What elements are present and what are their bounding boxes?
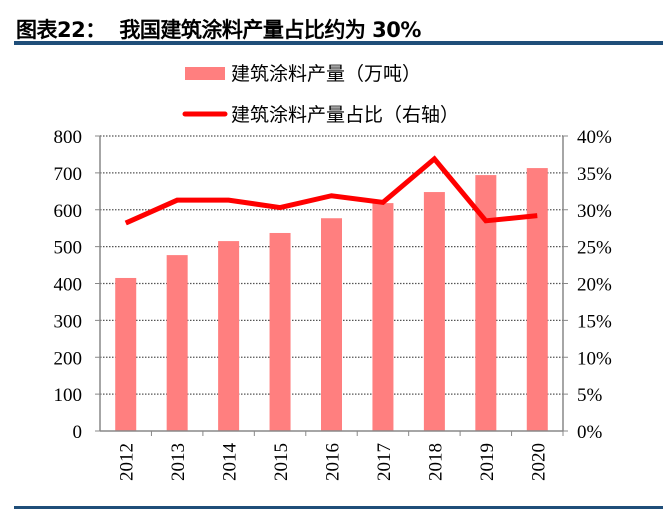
bar-2019 — [475, 175, 497, 431]
right-tick-label: 20% — [577, 275, 612, 296]
left-tick-label: 800 — [54, 127, 83, 148]
legend: 建筑涂料产量（万吨） 建筑涂料产量占比（右轴） — [182, 63, 459, 126]
x-tick-label: 2012 — [117, 443, 138, 481]
x-tick-label: 2013 — [168, 443, 189, 481]
bar-2020 — [526, 168, 548, 432]
right-tick-label: 10% — [577, 348, 612, 369]
x-tick-label: 2018 — [425, 443, 446, 481]
left-tick-label: 200 — [54, 348, 83, 369]
x-tick-label: 2020 — [528, 443, 549, 481]
legend-line-label: 建筑涂料产量占比（右轴） — [231, 104, 459, 126]
right-tick-label: 30% — [577, 201, 612, 222]
left-tick-label: 600 — [54, 201, 83, 222]
x-tick-label: 2019 — [477, 443, 498, 481]
bar-2012 — [115, 277, 137, 431]
right-tick-label: 5% — [577, 385, 603, 406]
legend-bar-swatch — [185, 67, 225, 80]
title-rule — [14, 41, 663, 45]
bar-2013 — [166, 255, 188, 431]
left-tick-label: 500 — [54, 238, 83, 259]
left-tick-label: 700 — [54, 164, 83, 185]
bar-2016 — [321, 218, 342, 431]
x-tick-label: 2017 — [374, 443, 395, 481]
x-tick-label: 2016 — [323, 443, 344, 481]
bar-2014 — [218, 241, 240, 431]
right-tick-label: 35% — [577, 164, 612, 185]
right-tick-label: 40% — [577, 127, 612, 148]
left-tick-label: 300 — [54, 311, 83, 332]
right-tick-label: 0% — [577, 422, 603, 443]
x-tick-label: 2015 — [271, 443, 292, 481]
bar-2017 — [372, 203, 394, 431]
left-tick-label: 0 — [73, 422, 83, 443]
right-tick-label: 25% — [577, 238, 612, 259]
x-tick-label: 2014 — [220, 443, 241, 482]
bar-2015 — [269, 232, 291, 431]
left-tick-label: 400 — [54, 275, 83, 296]
left-tick-label: 100 — [54, 385, 83, 406]
figure-title: 图表22： 我国建筑涂料产量占比约为 30% — [16, 18, 421, 42]
right-tick-label: 15% — [577, 311, 612, 332]
bottom-rule — [14, 506, 663, 509]
legend-bar-label: 建筑涂料产量（万吨） — [231, 63, 421, 85]
bar-2018 — [423, 192, 445, 431]
